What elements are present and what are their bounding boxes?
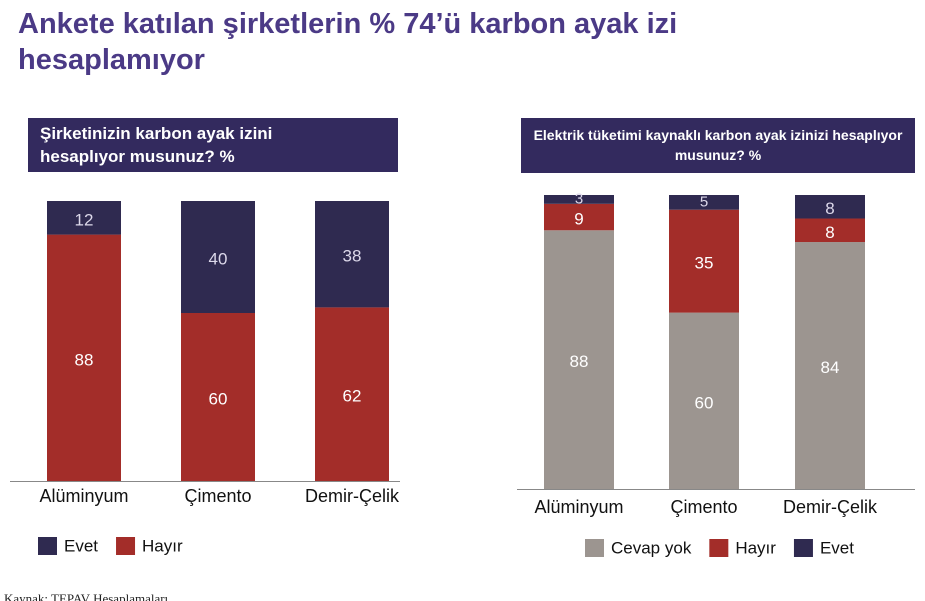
value-label: 35 bbox=[695, 254, 714, 273]
value-label: 8 bbox=[825, 223, 834, 242]
legend-swatch bbox=[116, 537, 136, 555]
value-label: 3 bbox=[575, 190, 583, 207]
bar-segment bbox=[544, 230, 614, 489]
bar-segment bbox=[47, 201, 121, 235]
bar-segment bbox=[544, 195, 614, 204]
bar-segment bbox=[669, 209, 739, 313]
bar-segment bbox=[795, 195, 865, 219]
value-label: 84 bbox=[821, 358, 840, 377]
legend-label: Evet bbox=[820, 538, 854, 557]
x-tick-label: Demir-Çelik bbox=[783, 497, 878, 517]
legend-label: Hayır bbox=[735, 538, 776, 557]
bar-segment bbox=[315, 307, 389, 481]
x-tick-label: Alüminyum bbox=[534, 497, 623, 517]
x-tick-label: Demir-Çelik bbox=[305, 486, 400, 506]
x-tick-label: Alüminyum bbox=[39, 486, 128, 506]
bar-segment bbox=[315, 201, 389, 308]
value-label: 38 bbox=[343, 247, 362, 266]
value-label: 5 bbox=[700, 193, 708, 210]
chart-title: Elektrik tüketimi kaynaklı karbon ayak i… bbox=[533, 127, 903, 163]
legend-swatch bbox=[793, 539, 813, 557]
legend-swatch bbox=[585, 539, 604, 557]
value-label: 12 bbox=[75, 210, 94, 229]
x-tick-label: Çimento bbox=[670, 497, 737, 517]
value-label: 60 bbox=[209, 389, 228, 408]
value-label: 40 bbox=[209, 249, 228, 268]
x-tick-label: Çimento bbox=[184, 486, 251, 506]
legend-swatch bbox=[709, 539, 729, 557]
legend-label: Hayır bbox=[142, 536, 183, 555]
source-note: Kaynak: TEPAV Hesaplamaları bbox=[4, 591, 169, 601]
chart-header: Elektrik tüketimi kaynaklı karbon ayak i… bbox=[521, 118, 915, 173]
value-label: 60 bbox=[695, 393, 714, 412]
legend-label: Evet bbox=[64, 536, 98, 555]
value-label: 8 bbox=[825, 199, 834, 218]
bar-segment bbox=[544, 203, 614, 231]
bar-segment bbox=[47, 234, 121, 481]
bar-segment bbox=[795, 242, 865, 489]
value-label: 62 bbox=[343, 387, 362, 406]
value-label: 88 bbox=[570, 352, 589, 371]
bar-segment bbox=[669, 195, 739, 210]
bar-segment bbox=[795, 218, 865, 243]
legend-swatch bbox=[38, 537, 57, 555]
chart-title: Şirketinizin karbon ayak izini hesaplıyo… bbox=[40, 124, 273, 166]
value-label: 88 bbox=[75, 350, 94, 369]
legend-label: Cevap yok bbox=[611, 538, 692, 557]
bar-segment bbox=[669, 312, 739, 489]
bar-segment bbox=[181, 313, 255, 481]
bar-segment bbox=[181, 201, 255, 313]
chart-header: Şirketinizin karbon ayak izini hesaplıyo… bbox=[28, 118, 398, 172]
value-label: 9 bbox=[574, 210, 583, 229]
slide-title: Ankete katılan şirketlerin % 74’ü karbon… bbox=[18, 8, 678, 76]
